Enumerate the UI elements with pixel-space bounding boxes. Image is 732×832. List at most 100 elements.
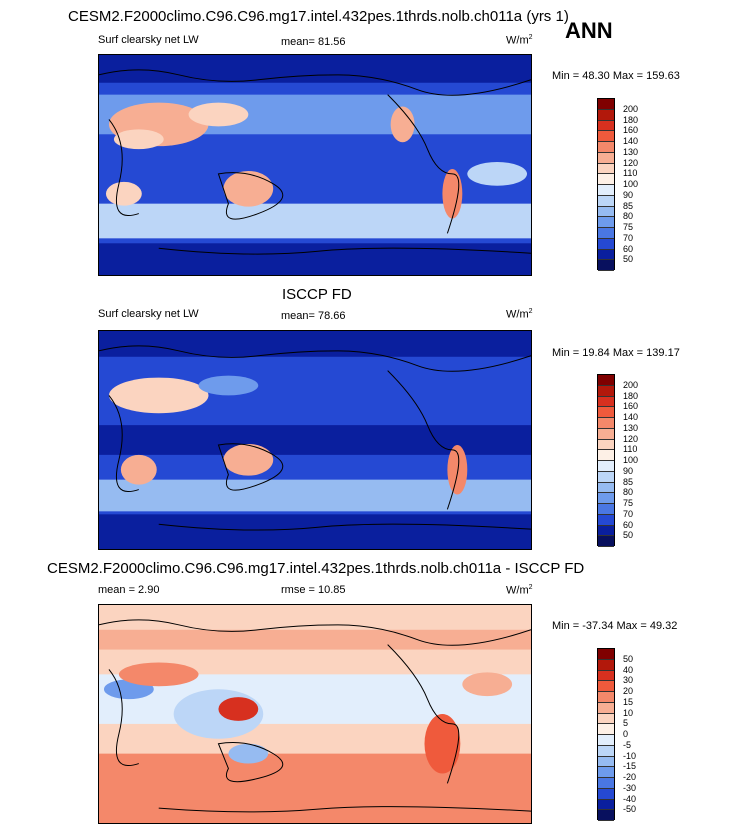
coastline-africa [108,669,139,766]
map-africa-north [113,129,164,150]
colorbar-swatch [598,493,614,504]
colorbar-swatch [598,810,614,821]
panel3-colorbar [597,648,615,821]
colorbar-tick-label: 30 [623,675,634,686]
colorbar-tick-label: 160 [623,401,639,412]
panel3-rmse: rmse = 10.85 [281,584,346,596]
colorbar-tick-label: 40 [623,664,634,675]
colorbar-swatch [598,206,614,218]
colorbar-tick-label: 130 [623,146,639,157]
colorbar-swatch [598,471,614,483]
colorbar-swatch [598,120,614,132]
colorbar-tick-label: 85 [623,200,634,211]
colorbar-swatch [598,756,614,768]
panel2-map-svg [99,331,531,549]
map-north-band [99,629,531,650]
map-southern-ocean [99,753,531,823]
colorbar-tick-label: 70 [623,232,634,243]
colorbar-swatch [598,735,614,746]
colorbar-tick-label: 160 [623,125,639,136]
colorbar-swatch [598,514,614,526]
colorbar-swatch [598,217,614,228]
map-antarctic [99,243,531,275]
colorbar-swatch [598,670,614,682]
panel2-variable: Surf clearsky net LW [98,308,199,320]
colorbar-tick-label: 120 [623,157,639,168]
panel2-title: ISCCP FD [282,286,352,303]
map-sahara [108,377,209,414]
panel2-colorbar [597,374,615,547]
colorbar-swatch [598,702,614,714]
colorbar-swatch [598,238,614,250]
panel1-mean: mean= 81.56 [281,36,346,48]
colorbar-swatch [598,788,614,800]
colorbar-tick-label: -50 [623,804,637,815]
colorbar-swatch [598,396,614,408]
colorbar-swatch [598,439,614,451]
map-s-atlantic [467,162,528,186]
panel3-map [98,604,532,824]
map-south-band [99,203,531,239]
map-australia-neg [228,743,269,764]
colorbar-tick-label: 70 [623,508,634,519]
map-amazon-pos [424,714,461,774]
colorbar-swatch [598,109,614,121]
panel2-minmax: Min = 19.84 Max = 139.17 [552,347,680,359]
colorbar-swatch [598,195,614,207]
colorbar-tick-label: 0 [623,729,629,739]
panel3-map-svg [99,605,531,823]
colorbar-tick-label: 100 [623,179,639,189]
colorbar-tick-label: 90 [623,465,634,476]
colorbar-tick-label: 90 [623,189,634,200]
coastline-americas [387,644,460,784]
colorbar-tick-label: -10 [623,750,637,761]
colorbar-tick-label: 110 [623,444,638,455]
colorbar-swatch [598,428,614,440]
colorbar-swatch [598,482,614,494]
panel3-minmax: Min = -37.34 Max = 49.32 [552,620,678,632]
panel3-title: CESM2.F2000climo.C96.C96.mg17.intel.432p… [47,560,585,577]
map-arctic [99,55,531,83]
map-south-band [99,479,531,512]
page-title: CESM2.F2000climo.C96.C96.mg17.intel.432p… [68,8,569,25]
panel2-mean: mean= 78.66 [281,310,346,322]
map-australia [223,443,274,476]
map-tropical-band [99,425,531,455]
coastline-north [99,345,531,372]
map-base [99,55,531,275]
colorbar-tick-label: 130 [623,422,639,433]
map-arctic [99,331,531,357]
colorbar-tick-label: 100 [623,455,639,465]
colorbar-tick-label: 5 [623,718,629,729]
coastline-antarctica [158,806,531,813]
colorbar-tick-label: 60 [623,243,634,254]
coastline-africa [108,395,139,492]
colorbar-tick-label: 85 [623,476,634,487]
colorbar-swatch [598,249,614,261]
colorbar-tick-label: 50 [623,254,634,265]
colorbar-tick-label: 120 [623,433,639,444]
colorbar-swatch [598,385,614,397]
panel1-minmax: Min = 48.30 Max = 159.63 [552,70,680,82]
map-s-africa [120,454,157,485]
panel3-mean: mean = 2.90 [98,584,160,596]
colorbar-swatch [598,174,614,185]
colorbar-swatch [598,799,614,811]
map-n-america-sw [390,106,415,143]
colorbar-tick-label: 200 [623,103,639,114]
colorbar-tick-label: -20 [623,772,637,782]
colorbar-tick-label: 75 [623,498,634,508]
colorbar-swatch [598,131,614,142]
colorbar-tick-label: 140 [623,412,639,422]
map-australia [223,170,274,207]
map-antarctic [99,514,531,549]
map-n-atlantic-pos [462,672,513,697]
coastline-north [99,619,531,646]
colorbar-swatch [598,450,614,461]
coastline-antarctica [158,523,531,531]
panel1-units: W/m2 [506,34,533,47]
colorbar-tick-label: -30 [623,782,637,793]
coastline-americas [387,370,460,510]
colorbar-swatch [598,767,614,778]
colorbar-tick-label: 50 [623,653,634,664]
